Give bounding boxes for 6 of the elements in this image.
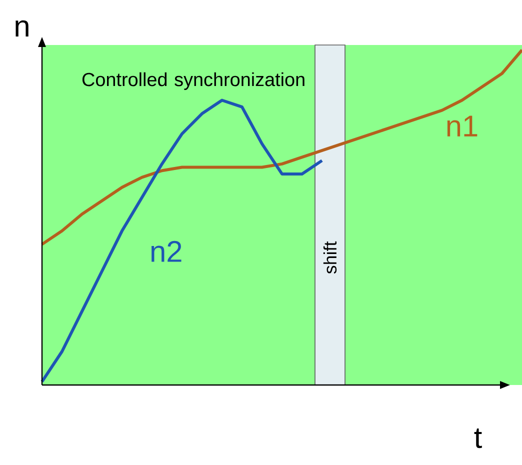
x-axis-title: t: [474, 428, 482, 448]
annotation: shift: [323, 241, 337, 274]
y-axis-title: n: [16, 20, 28, 36]
series-label: n2: [152, 240, 182, 262]
annotation: Controlled synchronization: [82, 72, 304, 90]
series-label: n1: [447, 116, 478, 136]
